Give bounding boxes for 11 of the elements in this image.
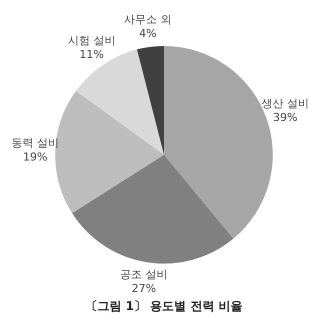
slice-label: 공조 설비	[120, 268, 168, 281]
slice-label: 동력 설비	[12, 136, 60, 150]
slice-label: 시험 설비	[68, 34, 116, 48]
slice-label: 생산 설비	[261, 97, 309, 110]
data-label: 27%	[132, 282, 156, 295]
data-label: 11%	[79, 48, 104, 62]
text: 〔그림 1〕 용도별 전력 비율	[85, 298, 243, 313]
data-label: 4%	[139, 26, 157, 40]
data-label: 39%	[272, 111, 298, 124]
slice-label: 사무소 외	[124, 12, 172, 26]
data-label: 19%	[23, 150, 48, 164]
